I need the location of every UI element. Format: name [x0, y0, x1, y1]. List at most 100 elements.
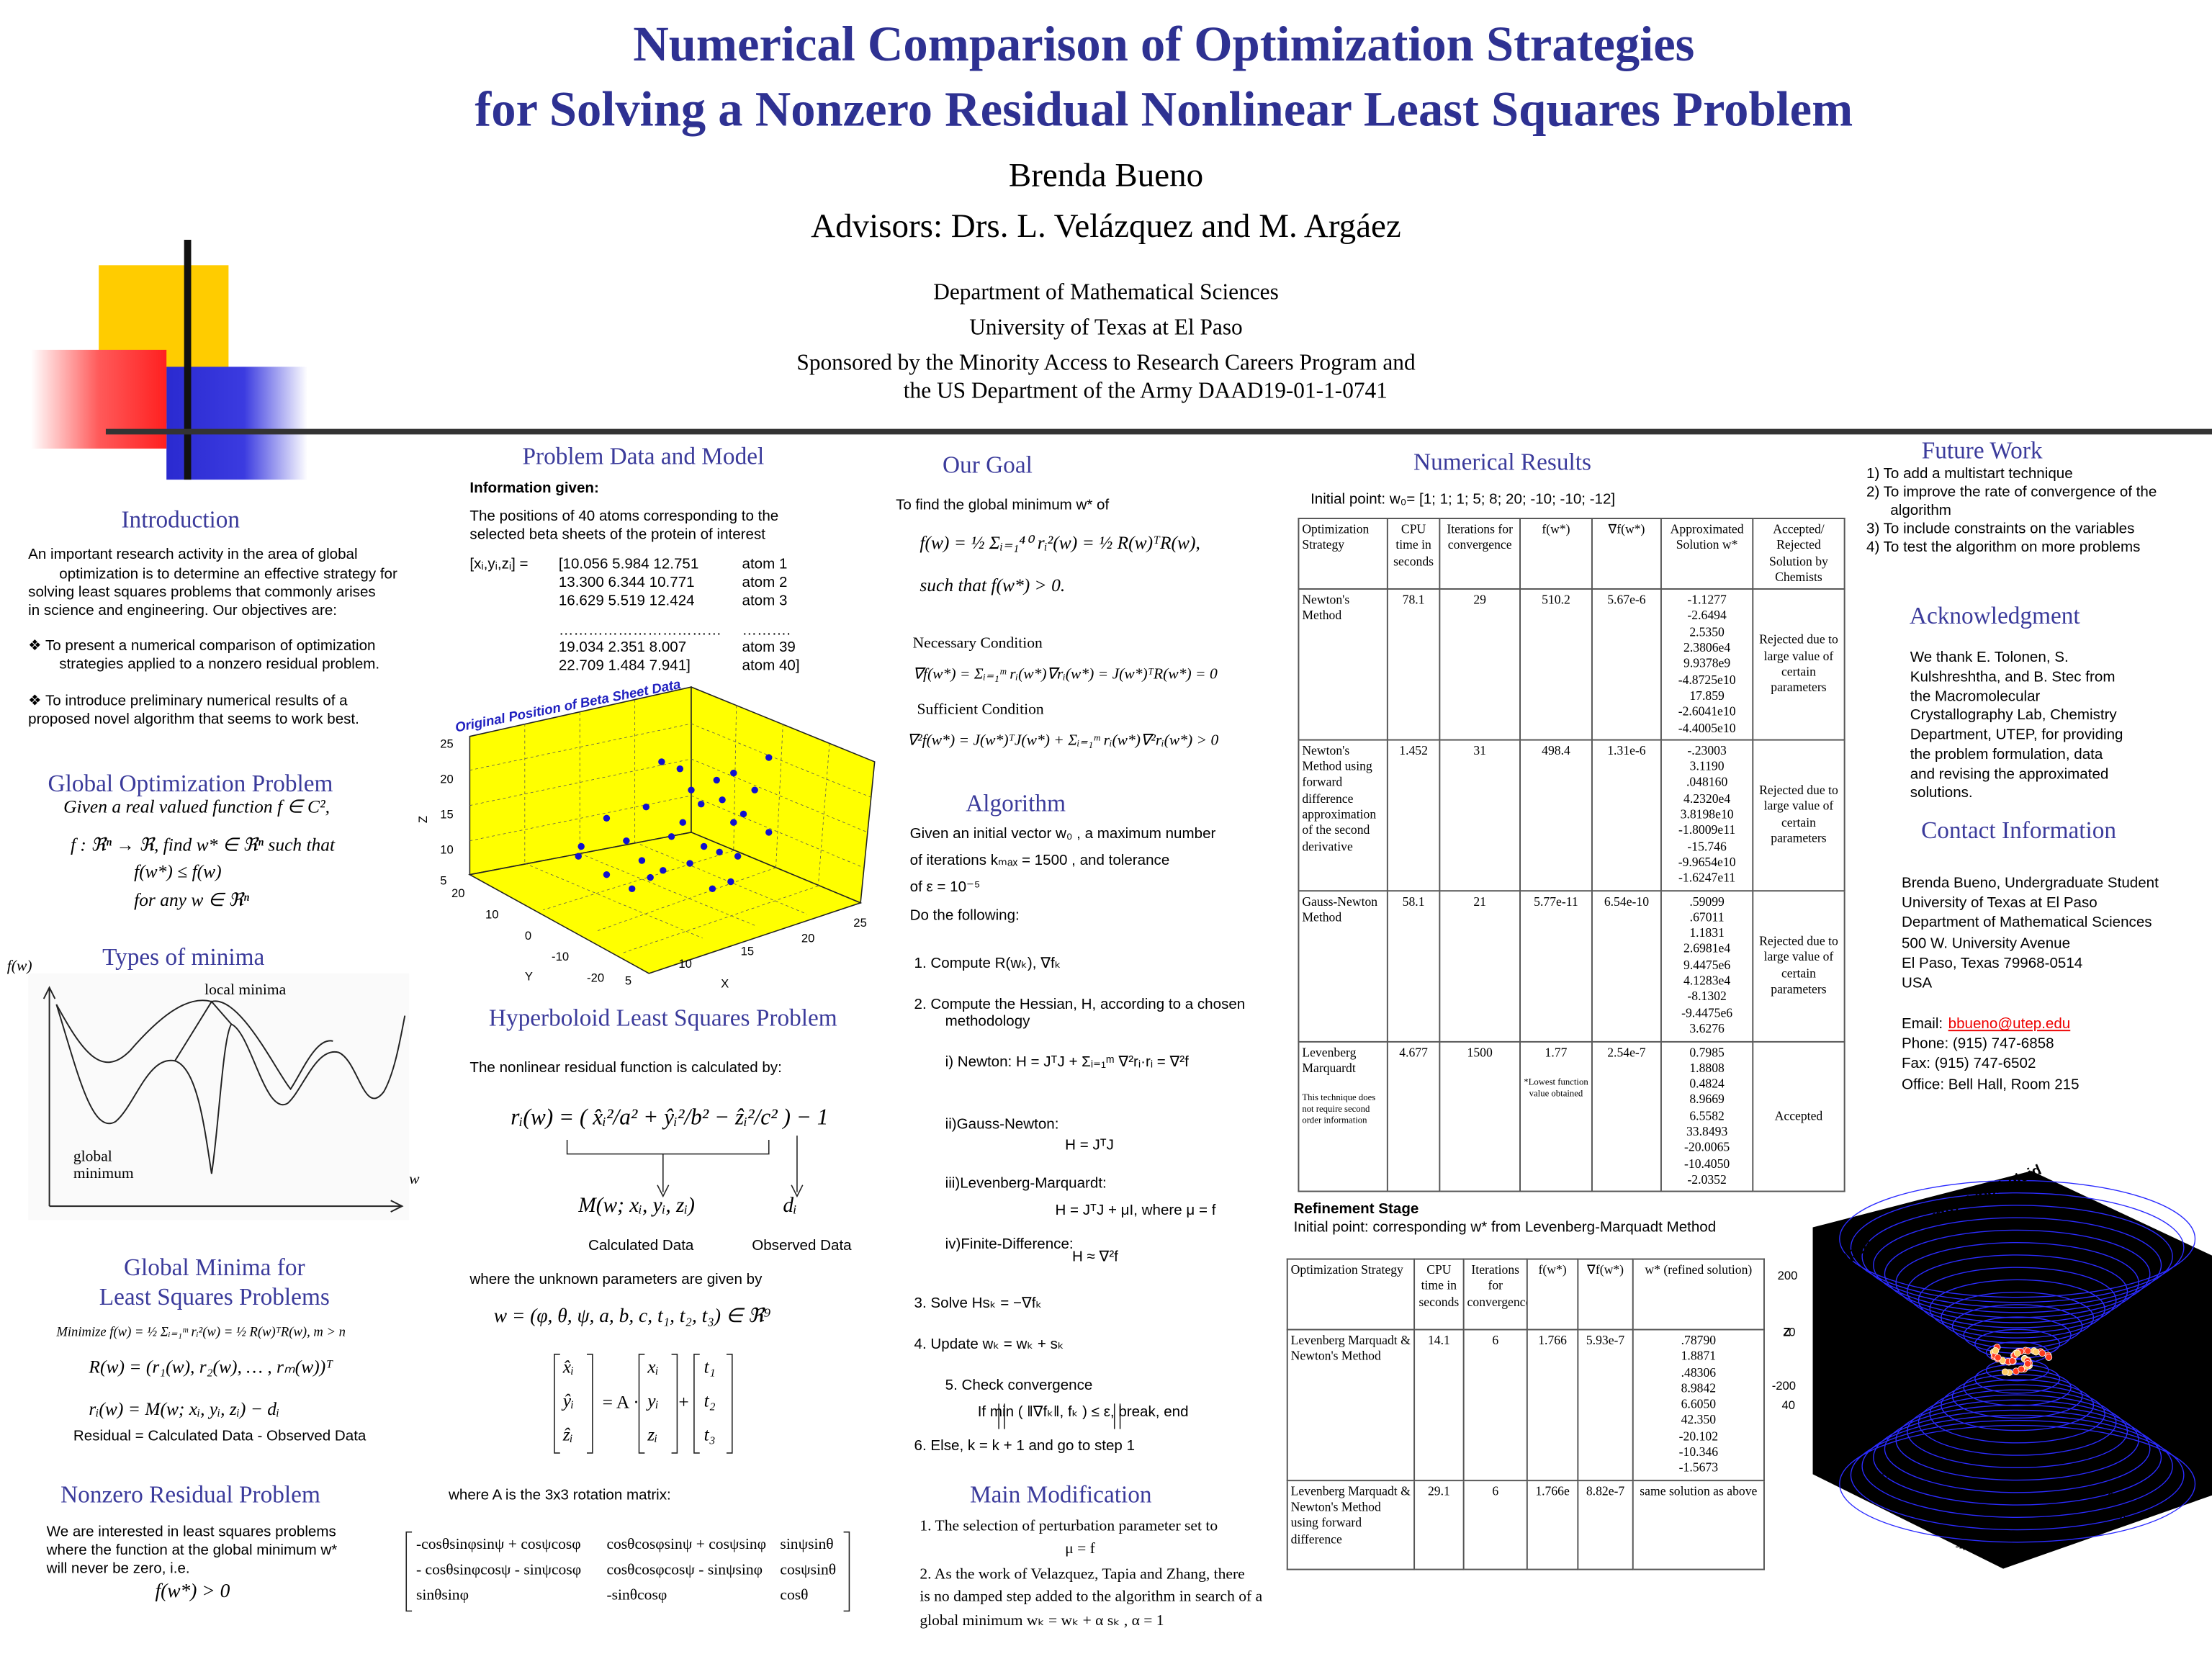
cell-line: -2.6041e10: [1678, 704, 1736, 719]
hyperboloid-plot: [1812, 1171, 2212, 1569]
cell-line: -9.9654e10: [1678, 855, 1736, 869]
affiliation: Sponsored by the Minority Access to Rese…: [796, 351, 1416, 376]
cell-text: 1.77: [1545, 1044, 1568, 1059]
heading-lines: Least Squares Problems: [99, 1283, 330, 1311]
atoms: atom 39: [742, 639, 796, 657]
table-cell: 1500: [1439, 1040, 1521, 1192]
atoms: atom 3: [742, 592, 788, 610]
cell-line: -4.4005e10: [1678, 720, 1736, 734]
point: xᵢ: [647, 1355, 659, 1377]
atom-dot: [603, 871, 611, 878]
table-cell: 6.54e-10: [1591, 889, 1662, 1042]
table-cell: .59099.67011 1.1831 2.6981e4 9.4475e6 4.1283…: [1660, 889, 1754, 1042]
header-cell: Approximated Solution w*: [1660, 518, 1754, 590]
table-cell: 4.677: [1386, 1040, 1441, 1192]
cell-text: Levenberg Marquardt: [1302, 1044, 1357, 1075]
local-label: local minima: [204, 981, 287, 999]
lines: f(w*) ≤ f(w): [134, 860, 222, 882]
header-cell: ∇f(w*): [1577, 1258, 1634, 1331]
rotation: cosψsinθ: [780, 1561, 837, 1579]
lines: An important research activity in the ar…: [28, 546, 358, 563]
atom-dot: [727, 878, 734, 886]
steps: iv)Finite-Difference:: [945, 1236, 1074, 1253]
lines: solving least squares problems that comm…: [28, 584, 376, 601]
lines: El Paso, Texas 79968-0514: [1901, 955, 2083, 972]
yticks: -20: [587, 970, 605, 985]
heading: Main Modification: [970, 1481, 1152, 1509]
lines: in science and engineering. Our objectiv…: [28, 602, 338, 620]
point: yᵢ: [647, 1389, 659, 1411]
cell-line: .67011: [1689, 909, 1725, 924]
steps: 4. Update wₖ = wₖ + sₖ: [914, 1336, 1064, 1353]
table-cell: Gauss-Newton Method: [1298, 889, 1388, 1042]
params: w = (φ, θ, ψ, a, b, c, t₁, t₂, t₃) ∈ ℜ⁹: [493, 1306, 771, 1328]
x-label: X: [2118, 1508, 2127, 1522]
atoms-prefix: [xᵢ,yᵢ,zᵢ] =: [469, 555, 529, 573]
zticks: 25: [440, 736, 454, 751]
lines: Crystallography Lab, Chemistry: [1910, 706, 2117, 724]
lines: Department of Mathematical Sciences: [1901, 914, 2152, 932]
atom-dot: [765, 754, 773, 761]
op: = A ·: [602, 1390, 639, 1413]
lines: is no damped step added to the algorithm…: [920, 1588, 1263, 1606]
yticks: 20: [451, 886, 465, 900]
table-cell: 2.54e-7: [1591, 1040, 1662, 1192]
header-cell: CPU time in seconds: [1386, 518, 1441, 590]
yticks: 20: [1825, 1434, 1839, 1449]
cell-line: .59099: [1689, 894, 1725, 908]
shift: t₃: [703, 1423, 716, 1445]
condition: f(w*) > 0: [155, 1581, 230, 1603]
yticks: 40: [1781, 1398, 1796, 1413]
hyperboloid-ring: [1951, 1374, 2083, 1419]
necessary: ∇f(w*) = Σᵢ₌₁ᵐ rᵢ(w*)∇rᵢ(w*) = J(w*)ᵀR(w…: [912, 665, 1218, 683]
solution-dot: [2038, 1349, 2046, 1357]
steps: 5. Check convergence: [945, 1377, 1093, 1394]
yticks: 10: [485, 907, 499, 922]
steps: H = JᵀJ: [1065, 1137, 1114, 1154]
xticks: 20: [801, 931, 815, 945]
lhs: ẑᵢ: [562, 1423, 573, 1445]
rotation: - cosθsinφcosψ - sinψcosφ: [415, 1561, 582, 1579]
rotation: cosθ: [780, 1587, 809, 1604]
header-cell: f(w*): [1519, 518, 1593, 590]
hyperboloid-ring: [1850, 1192, 2185, 1303]
lhs: x̂ᵢ: [562, 1355, 575, 1377]
table-cell: .78790 1.8871.48306 8.9842 6.6050 42.350 -20.…: [1632, 1328, 1765, 1481]
table-cell: 6: [1462, 1479, 1528, 1570]
cell-line: 9.9378e9: [1683, 656, 1731, 671]
cell-line: 4.2320e4: [1683, 791, 1731, 806]
atom-dot: [575, 853, 582, 860]
xticks: 0: [2108, 1489, 2115, 1504]
heading: Contact Information: [1921, 817, 2117, 844]
table-cell: 14.1: [1413, 1328, 1465, 1481]
lines: of ε = 10⁻⁵: [909, 878, 981, 896]
atom-dot: [679, 819, 686, 826]
xticks: 25: [853, 915, 867, 930]
cell-line: 1.8871: [1681, 1349, 1717, 1364]
hyperboloid-ring: [1929, 1279, 2105, 1339]
cell-line: 1.1831: [1689, 925, 1725, 940]
table-cell: 5.93e-7: [1577, 1328, 1634, 1481]
zticks: 5: [440, 873, 447, 888]
table-cell: 1.766e: [1526, 1479, 1579, 1570]
sufficient: ∇²f(w*) = J(w*)ᵀJ(w*) + Σᵢ₌₁ᵐ rᵢ(w*)∇²rᵢ…: [907, 732, 1219, 750]
email-link[interactable]: bbueno@utep.edu: [1948, 1015, 2071, 1033]
atom-dot: [629, 885, 636, 892]
yticks: 0: [524, 928, 532, 943]
header-cell: Optimization Strategy: [1286, 1258, 1416, 1331]
minima-plot: [28, 973, 410, 1220]
lines: optimization is to determine an effectiv…: [59, 565, 397, 583]
atoms: atom 40]: [742, 657, 800, 675]
atoms: atom 1: [742, 555, 788, 573]
table-cell: 58.1: [1386, 889, 1441, 1042]
lines: University of Texas at El Paso: [1901, 894, 2098, 912]
solution-dot: [1992, 1347, 2000, 1354]
atom-dot: [730, 769, 737, 777]
table-cell: 1.77 *Lowest function value obtained: [1519, 1040, 1593, 1192]
items: 4) To test the algorithm on more problem…: [1866, 539, 2141, 556]
table-cell: Levenberg Marquadt & Newton's Method usi…: [1286, 1479, 1416, 1570]
steps: H ≈ ∇²f: [1071, 1248, 1118, 1266]
cell-line: 2.3806e4: [1683, 640, 1731, 655]
heading: Algorithm: [966, 790, 1066, 817]
solution-dot: [2008, 1357, 2016, 1365]
